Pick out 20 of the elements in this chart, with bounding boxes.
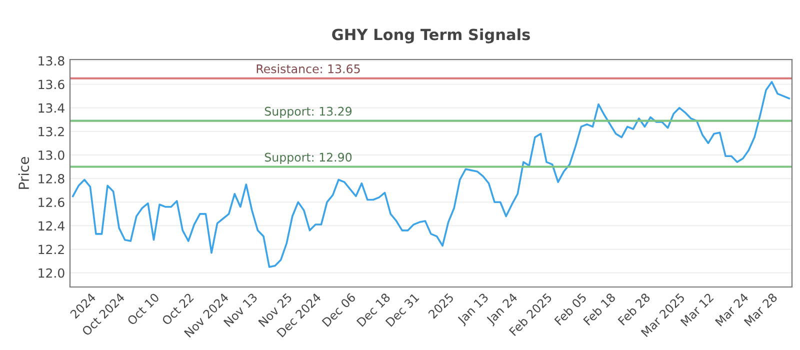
- y-tick-label: 13.6: [38, 80, 64, 90]
- line-series: [72, 80, 790, 268]
- y-tick-label: 12.8: [38, 174, 64, 184]
- x-tick-label: Feb 28: [617, 292, 651, 326]
- y-axis-title: Price: [18, 157, 30, 189]
- y-tick-label: 12.2: [38, 244, 64, 254]
- x-tick-label: Oct 10: [126, 292, 160, 326]
- ref-line-label: Support: 13.29: [264, 106, 352, 118]
- y-tick-label: 12.0: [38, 268, 64, 278]
- x-tick-label: Oct 22: [161, 292, 194, 326]
- y-tick-label: 13.4: [38, 103, 64, 113]
- ref-line-label: Support: 12.90: [264, 152, 352, 164]
- ref-line-label: Resistance: 13.65: [256, 64, 360, 74]
- y-tick-label: 12.4: [38, 221, 64, 230]
- y-tick-label: 13.0: [38, 150, 64, 160]
- chart-title: GHY Long Term Signals: [332, 28, 530, 44]
- y-tick-label: 13.2: [38, 126, 64, 136]
- y-tick-label: 12.6: [38, 198, 64, 208]
- x-tick-label: Dec 06: [322, 292, 356, 327]
- y-tick-label: 13.8: [38, 56, 64, 66]
